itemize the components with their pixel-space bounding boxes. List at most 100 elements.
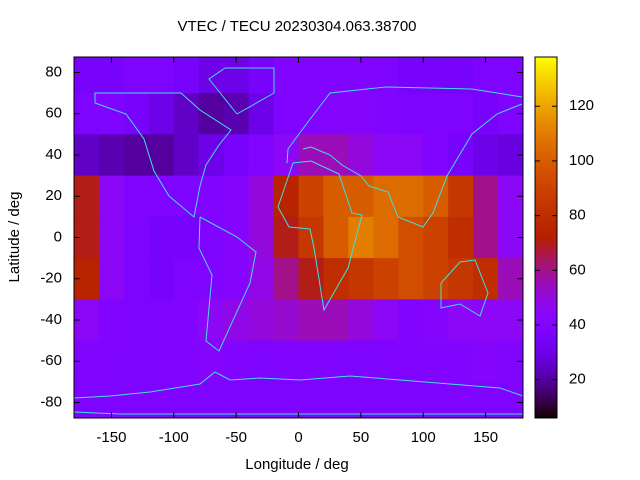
x-tick-label: 0 [294,429,302,446]
colorbar-strip [535,331,557,333]
heat-cell [248,258,275,300]
colorbar-strip [535,386,557,388]
colorbar-strip [535,404,557,406]
colorbar-strip [535,333,557,335]
colorbar-strip [535,61,557,63]
heat-cell [348,381,374,418]
colorbar-strip [535,64,557,66]
colorbar-strip [535,343,557,345]
colorbar-strip [535,413,557,415]
colorbar-strip [535,162,557,164]
colorbar-strip [535,186,557,188]
heat-cell [98,175,125,218]
heat-cell [473,93,499,135]
heat-cell [473,299,499,342]
colorbar-strip [535,302,557,304]
colorbar-strip [535,206,557,208]
heat-cell [273,57,299,94]
colorbar-strip [535,153,557,155]
colorbar-strip [535,394,557,396]
colorbar-strip [535,154,557,156]
colorbar-strip [535,384,557,386]
heat-cell [223,340,250,383]
heat-cell [298,340,324,383]
heat-cell [398,381,424,418]
heat-cell [173,216,200,259]
heat-cell [148,258,175,300]
colorbar-strip [535,363,557,365]
heat-cell [148,216,175,259]
colorbar-strip [535,296,557,298]
colorbar-strip [535,321,557,323]
heat-cell [423,216,449,259]
heat-cell [423,340,449,383]
colorbar-strip [535,194,557,196]
colorbar-strip [535,119,557,121]
colorbar-strip [535,255,557,257]
colorbar-strip [535,238,557,240]
colorbar-strip [535,117,557,119]
colorbar-strip [535,166,557,168]
colorbar-strip [535,341,557,343]
colorbar-strip [535,181,557,183]
heat-cell [273,93,299,135]
colorbar-strip [535,239,557,241]
colorbar-strip [535,367,557,369]
heat-cell [223,216,250,259]
colorbar-strip [535,299,557,301]
heat-cell [473,175,499,218]
coastline [198,216,257,352]
heat-cell [223,175,250,218]
colorbar-strip [535,107,557,109]
colorbar-strip [535,125,557,127]
colorbar-strip [535,234,557,236]
colorbar-strip [535,197,557,199]
colorbar-strip [535,123,557,125]
heat-cell [373,93,399,135]
colorbar-strip [535,66,557,68]
colorbar-strip [535,372,557,374]
colorbar-strip [535,163,557,165]
heat-cell [348,340,374,383]
heat-cell [148,57,175,94]
colorbar-strip [535,67,557,69]
colorbar-strip [535,400,557,402]
heat-cell [323,216,349,259]
colorbar-strip [535,179,557,181]
coastline [277,160,363,312]
heat-cell [448,299,474,342]
colorbar-strip [535,170,557,172]
colorbar-strip [535,69,557,71]
heat-cell [273,340,299,383]
y-axis-label: Latitude / deg [6,192,23,283]
colorbar-strip [535,245,557,247]
colorbar-strip [535,139,557,141]
heat-cell [398,175,424,218]
colorbar-strip [535,96,557,98]
coastline [440,259,489,317]
colorbar-strip [535,177,557,179]
heat-cell [323,175,349,218]
heat-cell [348,93,374,135]
coastlines [74,67,523,415]
heat-cell [198,134,225,177]
colorbar-strip [535,127,557,129]
colorbar-strip [535,269,557,271]
colorbar-strip [535,354,557,356]
colorbar-strip [535,290,557,292]
heat-cell [173,340,200,383]
colorbar-strip [535,291,557,293]
colorbar-strip [535,246,557,248]
colorbar-strip [535,88,557,90]
colorbar-strip [535,215,557,217]
colorbar-strip [535,199,557,201]
colorbar-strip [535,358,557,360]
colorbar-strip [535,312,557,314]
colorbar-strip [535,156,557,158]
colorbar-strip [535,214,557,216]
heat-cell [473,340,499,383]
heat-cell [273,258,299,300]
colorbar-strip [535,412,557,414]
colorbar-strip [535,320,557,322]
colorbar-strip [535,77,557,79]
